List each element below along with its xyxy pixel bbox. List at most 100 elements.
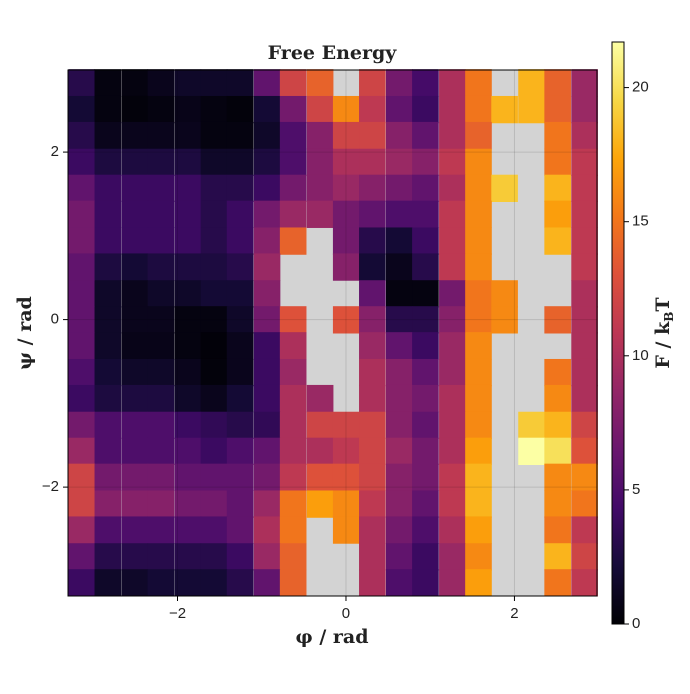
heat-cell <box>226 516 254 544</box>
heat-cell <box>439 490 466 518</box>
heat-cell <box>174 384 202 413</box>
heat-cell <box>94 516 122 544</box>
heat-cell <box>332 253 360 281</box>
heat-cell <box>332 516 360 544</box>
heat-cell <box>200 253 228 281</box>
heat-cell <box>306 69 334 97</box>
heat-cell <box>226 280 254 308</box>
heat-cell <box>465 516 492 544</box>
heat-cell <box>571 148 598 177</box>
heat-cell <box>253 280 281 308</box>
heat-cell <box>359 569 386 597</box>
heat-cell <box>253 69 281 97</box>
heat-cell <box>491 280 518 308</box>
heat-cell <box>279 437 307 465</box>
heat-cell <box>253 490 281 518</box>
heat-cell <box>279 463 307 491</box>
heat-cell <box>68 253 96 281</box>
y-tick-label: −2 <box>42 478 59 495</box>
heat-cell <box>412 174 439 202</box>
heat-cell <box>147 358 175 387</box>
heat-cell <box>121 437 149 465</box>
heat-cell <box>253 95 281 124</box>
heat-cell <box>200 280 228 308</box>
heat-cell <box>68 569 96 597</box>
heat-cell <box>571 490 598 518</box>
heat-cell <box>147 121 175 150</box>
heat-cell <box>94 69 122 97</box>
heat-cell <box>174 569 202 597</box>
heat-cell <box>68 306 96 334</box>
heat-cell <box>253 332 281 360</box>
heat-cell <box>121 411 149 440</box>
heat-cell <box>439 384 466 413</box>
heat-cell <box>359 121 386 150</box>
heat-cell <box>68 411 96 440</box>
heat-cell <box>439 463 466 491</box>
heat-cell <box>439 358 466 387</box>
heat-cell <box>253 174 281 202</box>
heat-cell <box>306 411 334 440</box>
x-axis-label: φ / rad <box>296 626 369 648</box>
heat-cell <box>121 200 149 228</box>
heat-cell <box>571 569 598 597</box>
heat-cell <box>200 200 228 228</box>
heat-cell <box>518 437 545 465</box>
heat-cell <box>121 121 149 150</box>
heat-cell <box>253 358 281 387</box>
heat-cell <box>94 227 122 255</box>
heat-cell <box>174 437 202 465</box>
heat-cell <box>385 384 413 413</box>
heat-cell <box>385 95 413 124</box>
heat-cell <box>465 95 492 124</box>
heat-cell <box>491 174 518 202</box>
heat-cell <box>147 490 175 518</box>
heat-cell <box>121 148 149 177</box>
heat-cell <box>465 200 492 228</box>
heat-cell <box>147 384 175 413</box>
heat-cell <box>439 253 466 281</box>
heat-cell <box>174 332 202 360</box>
heat-cell <box>306 174 334 202</box>
y-axis-label: ψ / rad <box>14 296 36 370</box>
heat-cell <box>226 384 254 413</box>
heat-cell <box>439 280 466 308</box>
heat-cell <box>465 384 492 413</box>
heat-cell <box>439 121 466 150</box>
heat-cell <box>412 569 439 597</box>
heat-cell <box>121 516 149 544</box>
heat-cell <box>174 95 202 124</box>
heat-cell <box>68 516 96 544</box>
heat-cell <box>359 69 386 97</box>
heat-cell <box>359 463 386 491</box>
heat-cell <box>465 358 492 387</box>
heat-cell <box>147 69 175 97</box>
heat-cell <box>121 95 149 124</box>
heat-cell <box>544 148 571 177</box>
heat-cell <box>279 569 307 597</box>
heat-cell <box>385 148 413 177</box>
y-tick-label: 0 <box>51 311 59 328</box>
heat-cell <box>332 148 360 177</box>
colorbar-label: F / kBT <box>652 297 676 368</box>
heat-cell <box>279 95 307 124</box>
heat-cell <box>200 411 228 440</box>
heat-cell <box>68 200 96 228</box>
colorbar-tick-label: 0 <box>632 615 640 632</box>
heat-cell <box>359 227 386 255</box>
heat-cell <box>279 490 307 518</box>
heat-cell <box>465 490 492 518</box>
heat-cell <box>94 148 122 177</box>
heat-cell <box>359 490 386 518</box>
x-tick-label: −2 <box>169 605 186 622</box>
heat-cell <box>253 569 281 597</box>
heat-cell <box>174 227 202 255</box>
heat-cell <box>174 411 202 440</box>
heat-cell <box>571 411 598 440</box>
heat-cell <box>412 280 439 308</box>
heat-cell <box>147 516 175 544</box>
heat-cell <box>147 306 175 334</box>
heat-cell <box>439 174 466 202</box>
heat-cell <box>121 384 149 413</box>
heat-cell <box>385 332 413 360</box>
